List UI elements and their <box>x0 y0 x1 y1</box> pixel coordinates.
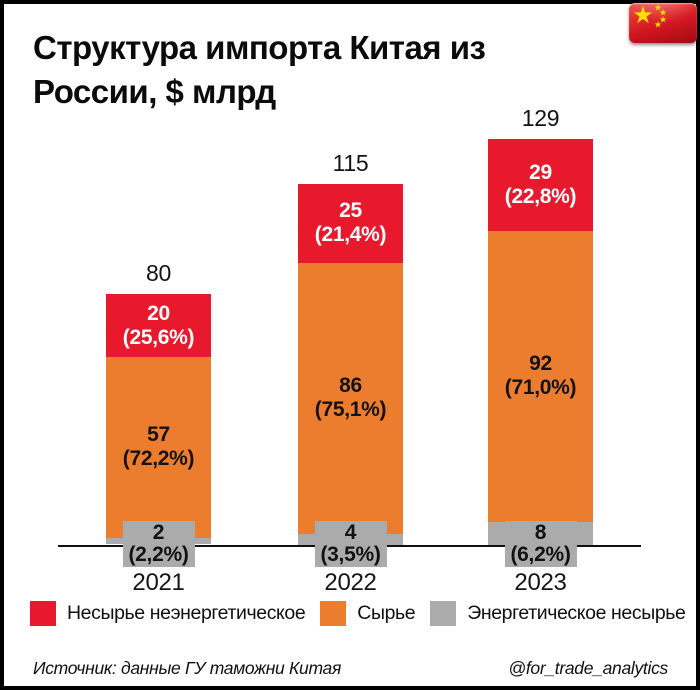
footer: Источник: данные ГУ таможни Китая @for_t… <box>33 658 668 679</box>
bar-segment-red: 25 (21,4%) <box>298 183 403 263</box>
segment-value-label: 92 (71,0%) <box>504 352 577 400</box>
bar-segment-red: 29 (22,8%) <box>488 139 593 231</box>
segment-value-label: 86 (75,1%) <box>314 374 387 422</box>
bar-total-label: 115 <box>332 149 369 176</box>
china-flag-icon: ★ ★ ★ ★ ★ <box>629 3 697 43</box>
gray-segment-label-box: 4 (3,5%) <box>314 521 387 567</box>
source-note: Источник: данные ГУ таможни Китая <box>33 658 342 678</box>
flag-big-star-icon: ★ <box>632 3 654 29</box>
gray-segment-label-box: 8 (6,2%) <box>504 521 577 567</box>
legend-color-swatch <box>320 600 347 626</box>
legend-item: Энергетическое несырье <box>430 600 686 626</box>
flag-small-star-icon: ★ <box>653 3 663 13</box>
x-axis-tick-label: 2023 <box>514 569 567 596</box>
bar-segment-red: 20 (25,6%) <box>106 294 211 358</box>
legend-color-swatch <box>30 600 56 626</box>
legend-label: Несырье неэнергетическое <box>67 601 306 624</box>
flag-small-star-icon: ★ <box>658 7 668 18</box>
segment-value-label: 29 (22,8%) <box>504 161 577 209</box>
title-line-2: России, $ млрд <box>33 73 276 110</box>
legend-item: Сырье <box>320 600 416 626</box>
segment-value-label: 20 (25,6%) <box>122 301 195 349</box>
page-title: Структура импорта Китая из России, $ млр… <box>33 26 593 114</box>
flag-small-star-icon: ★ <box>658 14 668 25</box>
segment-value-label: 57 (72,2%) <box>122 423 195 471</box>
title-line-1: Структура импорта Китая из <box>33 29 486 66</box>
gray-segment-label-box: 2 (2,2%) <box>122 521 195 567</box>
segment-value-label: 25 (21,4%) <box>314 199 387 247</box>
legend-label: Энергетическое несырье <box>467 601 686 624</box>
bar-segment-orange: 86 (75,1%) <box>298 262 403 535</box>
bar-segment-orange: 57 (72,2%) <box>106 357 211 538</box>
legend-label: Сырье <box>357 601 416 624</box>
bar-total-label: 129 <box>521 105 560 132</box>
x-axis-tick-label: 2021 <box>132 569 185 596</box>
x-axis-tick-label: 2022 <box>324 569 377 596</box>
flag-small-star-icon: ★ <box>653 19 663 30</box>
legend-item: Несырье неэнергетическое <box>30 600 306 626</box>
chart-legend: Несырье неэнергетическое Сырье Энергетичес… <box>30 599 686 627</box>
bar-segment-orange: 92 (71,0%) <box>488 231 593 522</box>
bar-total-label: 80 <box>146 260 171 287</box>
author-handle: @for_trade_analytics <box>508 658 668 678</box>
legend-color-swatch <box>430 600 457 626</box>
